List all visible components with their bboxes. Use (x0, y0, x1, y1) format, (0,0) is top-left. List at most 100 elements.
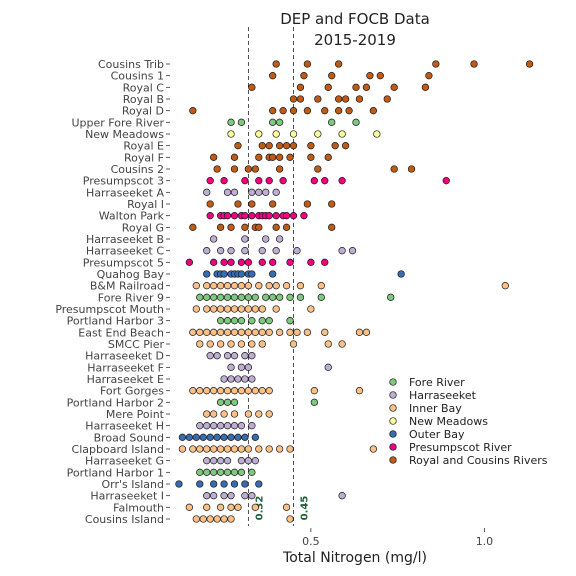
data-point (328, 72, 336, 80)
data-point (192, 282, 200, 290)
data-point (341, 95, 350, 103)
y-tick-label: Royal D (122, 105, 164, 118)
legend-label: Harraseeket (409, 389, 477, 402)
data-point (334, 107, 343, 115)
y-tick-label: Portland Harbor 2 (67, 396, 164, 409)
data-point (230, 410, 239, 418)
y-tick-label: Falmouth (113, 501, 164, 514)
data-point (314, 95, 322, 103)
data-point (282, 223, 291, 231)
data-point (220, 258, 228, 266)
data-point (230, 328, 239, 336)
data-point (244, 328, 253, 336)
data-point (275, 293, 284, 301)
y-tick-label: Harraseeket B (86, 233, 164, 246)
chart-subtitle: 2015-2019 (314, 31, 396, 49)
y-tick-label: East End Beach (78, 326, 164, 339)
data-point (237, 258, 246, 266)
data-point (282, 142, 291, 150)
data-point (296, 282, 305, 290)
data-point (216, 422, 225, 430)
data-point (227, 247, 235, 255)
data-point (244, 363, 253, 371)
data-point (210, 445, 218, 453)
data-point (373, 130, 381, 138)
data-point (289, 107, 298, 115)
data-point (255, 130, 263, 138)
data-point (227, 130, 235, 138)
data-point (275, 165, 284, 173)
data-point (241, 480, 249, 488)
data-point (216, 340, 225, 348)
data-point (220, 433, 228, 441)
data-point (307, 153, 315, 161)
data-point (199, 433, 207, 441)
data-point (241, 235, 249, 243)
data-point (206, 212, 214, 220)
data-point (275, 153, 284, 161)
data-point (230, 352, 239, 360)
legend-swatch (389, 443, 397, 451)
data-point (241, 247, 249, 255)
data-point (199, 515, 207, 523)
data-point (262, 293, 270, 301)
data-point (244, 165, 253, 173)
data-point (324, 340, 332, 348)
data-point (265, 387, 273, 395)
data-point (265, 328, 273, 336)
y-tick-label: Harraseeket H (85, 420, 164, 433)
data-point (269, 118, 277, 126)
data-point (248, 340, 256, 348)
y-tick-label: Royal G (122, 221, 164, 234)
y-tick-label: Cousins Island (85, 513, 164, 526)
y-tick-label: Harraseeket I (90, 490, 164, 503)
data-point (248, 468, 256, 476)
data-point (189, 223, 197, 231)
y-tick-label: Harraseeket C (86, 245, 164, 258)
data-point (255, 153, 263, 161)
data-point (258, 340, 266, 348)
data-point (269, 270, 277, 278)
data-point (223, 328, 232, 336)
data-point (206, 200, 214, 208)
data-point (269, 200, 277, 208)
data-point (178, 445, 187, 453)
y-tick-label: Royal F (124, 151, 164, 164)
data-point (230, 188, 239, 196)
data-point (355, 387, 364, 395)
data-point (223, 445, 232, 453)
data-point (251, 433, 259, 441)
data-point (234, 433, 242, 441)
data-point (286, 153, 294, 161)
data-point (244, 410, 253, 418)
y-tick-label: Quahog Bay (97, 268, 165, 281)
data-point (282, 503, 291, 511)
y-tick-label: Walton Park (99, 210, 165, 223)
data-point (262, 235, 270, 243)
data-point (210, 457, 218, 465)
reference-lines: 0.32 0.45 (247, 27, 311, 526)
data-point (220, 270, 228, 278)
data-point (303, 328, 312, 336)
data-point (216, 387, 225, 395)
data-point (338, 247, 346, 255)
data-point (376, 72, 384, 80)
data-point (230, 468, 239, 476)
data-point (220, 410, 228, 418)
data-point (223, 468, 232, 476)
data-point (286, 293, 294, 301)
data-point (324, 83, 332, 91)
data-point (248, 352, 256, 360)
y-tick-label: Presumpscot Mouth (55, 303, 164, 316)
data-point (369, 107, 378, 115)
data-point (275, 142, 284, 150)
data-point (328, 223, 336, 231)
y-tick-label: Upper Fore River (71, 116, 164, 129)
data-point (216, 398, 225, 406)
data-point (289, 340, 298, 348)
data-point (206, 340, 214, 348)
data-point (262, 188, 270, 196)
data-point (234, 375, 242, 383)
data-point (206, 515, 214, 523)
